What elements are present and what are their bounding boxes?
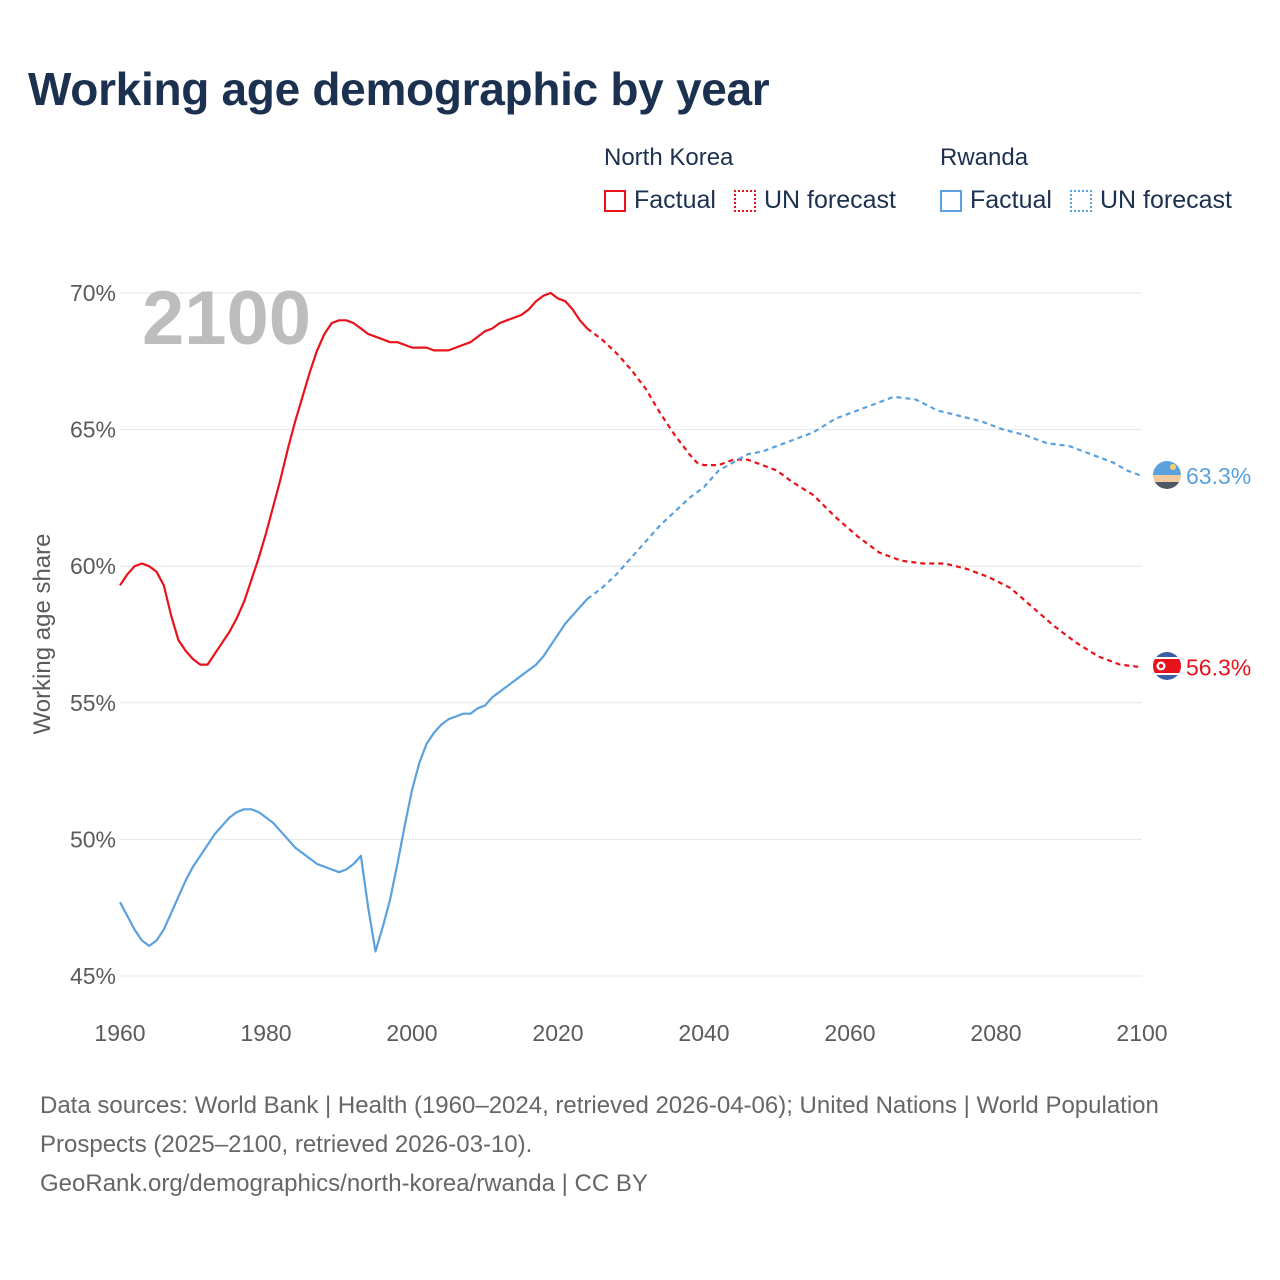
x-tick-label: 2060 xyxy=(824,1020,875,1046)
legend-swatch-solid-blue xyxy=(940,189,962,212)
legend-row-rwanda: Factual UN forecast xyxy=(940,186,1250,215)
legend-row-north-korea: Factual UN forecast xyxy=(604,186,914,215)
end-value-label-north-korea: 56.3% xyxy=(1186,654,1251,680)
legend-country-rwanda: Rwanda xyxy=(940,144,1029,171)
current-year-label: 2100 xyxy=(142,276,311,361)
y-tick-label: 70% xyxy=(70,280,116,306)
legend-item-rwanda-factual[interactable]: Factual xyxy=(940,186,1052,215)
x-tick-label: 2100 xyxy=(1116,1020,1167,1046)
chart-title: Working age demographic by year xyxy=(28,63,770,115)
series-line-rwanda-forecast[interactable] xyxy=(586,395,1143,600)
x-tick-label: 1960 xyxy=(94,1020,145,1046)
y-tick-label: 50% xyxy=(70,826,116,852)
legend-group-rwanda: Rwanda Factual UN forecast xyxy=(940,144,1250,215)
y-tick-label: 60% xyxy=(70,553,116,579)
x-tick-label: 2080 xyxy=(970,1020,1021,1046)
x-tick-label: 1980 xyxy=(240,1020,291,1046)
x-tick-label: 2040 xyxy=(678,1020,729,1046)
legend-item-north-korea-factual[interactable]: Factual xyxy=(604,186,716,215)
footer-data-sources: Data sources: World Bank | Health (1960–… xyxy=(40,1092,1159,1158)
footer-attribution[interactable]: GeoRank.org/demographics/north-korea/rwa… xyxy=(40,1170,648,1197)
legend-group-north-korea: North Korea Factual UN forecast xyxy=(604,144,914,215)
legend-swatch-dotted-red xyxy=(733,189,756,212)
footer-sources: Data sources: World Bank | Health (1960–… xyxy=(40,1086,1220,1203)
y-tick-label: 55% xyxy=(70,690,116,716)
series-line-rwanda-factual[interactable] xyxy=(119,598,589,953)
rwanda-flag-icon xyxy=(1153,461,1181,489)
legend-swatch-dotted-blue xyxy=(1069,189,1092,212)
legend-label: Factual xyxy=(634,186,716,214)
legend-item-north-korea-forecast[interactable]: UN forecast xyxy=(733,186,896,215)
legend-label: UN forecast xyxy=(763,186,896,214)
series-line-north-korea-forecast[interactable] xyxy=(586,327,1143,669)
legend-label: UN forecast xyxy=(1099,186,1232,214)
x-tick-label: 2020 xyxy=(532,1020,583,1046)
x-tick-label: 2000 xyxy=(386,1020,437,1046)
y-tick-label: 65% xyxy=(70,417,116,443)
legend-item-rwanda-forecast[interactable]: UN forecast xyxy=(1069,186,1232,215)
legend-country-north-korea: North Korea xyxy=(604,144,734,171)
line-chart: 45% 50% 55% 60% 65% 70% 1960 1980 2000 2020 2040 2… xyxy=(29,276,1251,1046)
y-tick-label: 45% xyxy=(70,963,116,989)
series-line-north-korea-factual[interactable] xyxy=(119,291,589,666)
north-korea-flag-icon xyxy=(1153,652,1181,680)
end-value-label-rwanda: 63.3% xyxy=(1186,463,1251,489)
legend-label: Factual xyxy=(970,186,1052,214)
y-axis-title: Working age share xyxy=(29,534,56,735)
legend-swatch-solid-red xyxy=(604,189,626,212)
